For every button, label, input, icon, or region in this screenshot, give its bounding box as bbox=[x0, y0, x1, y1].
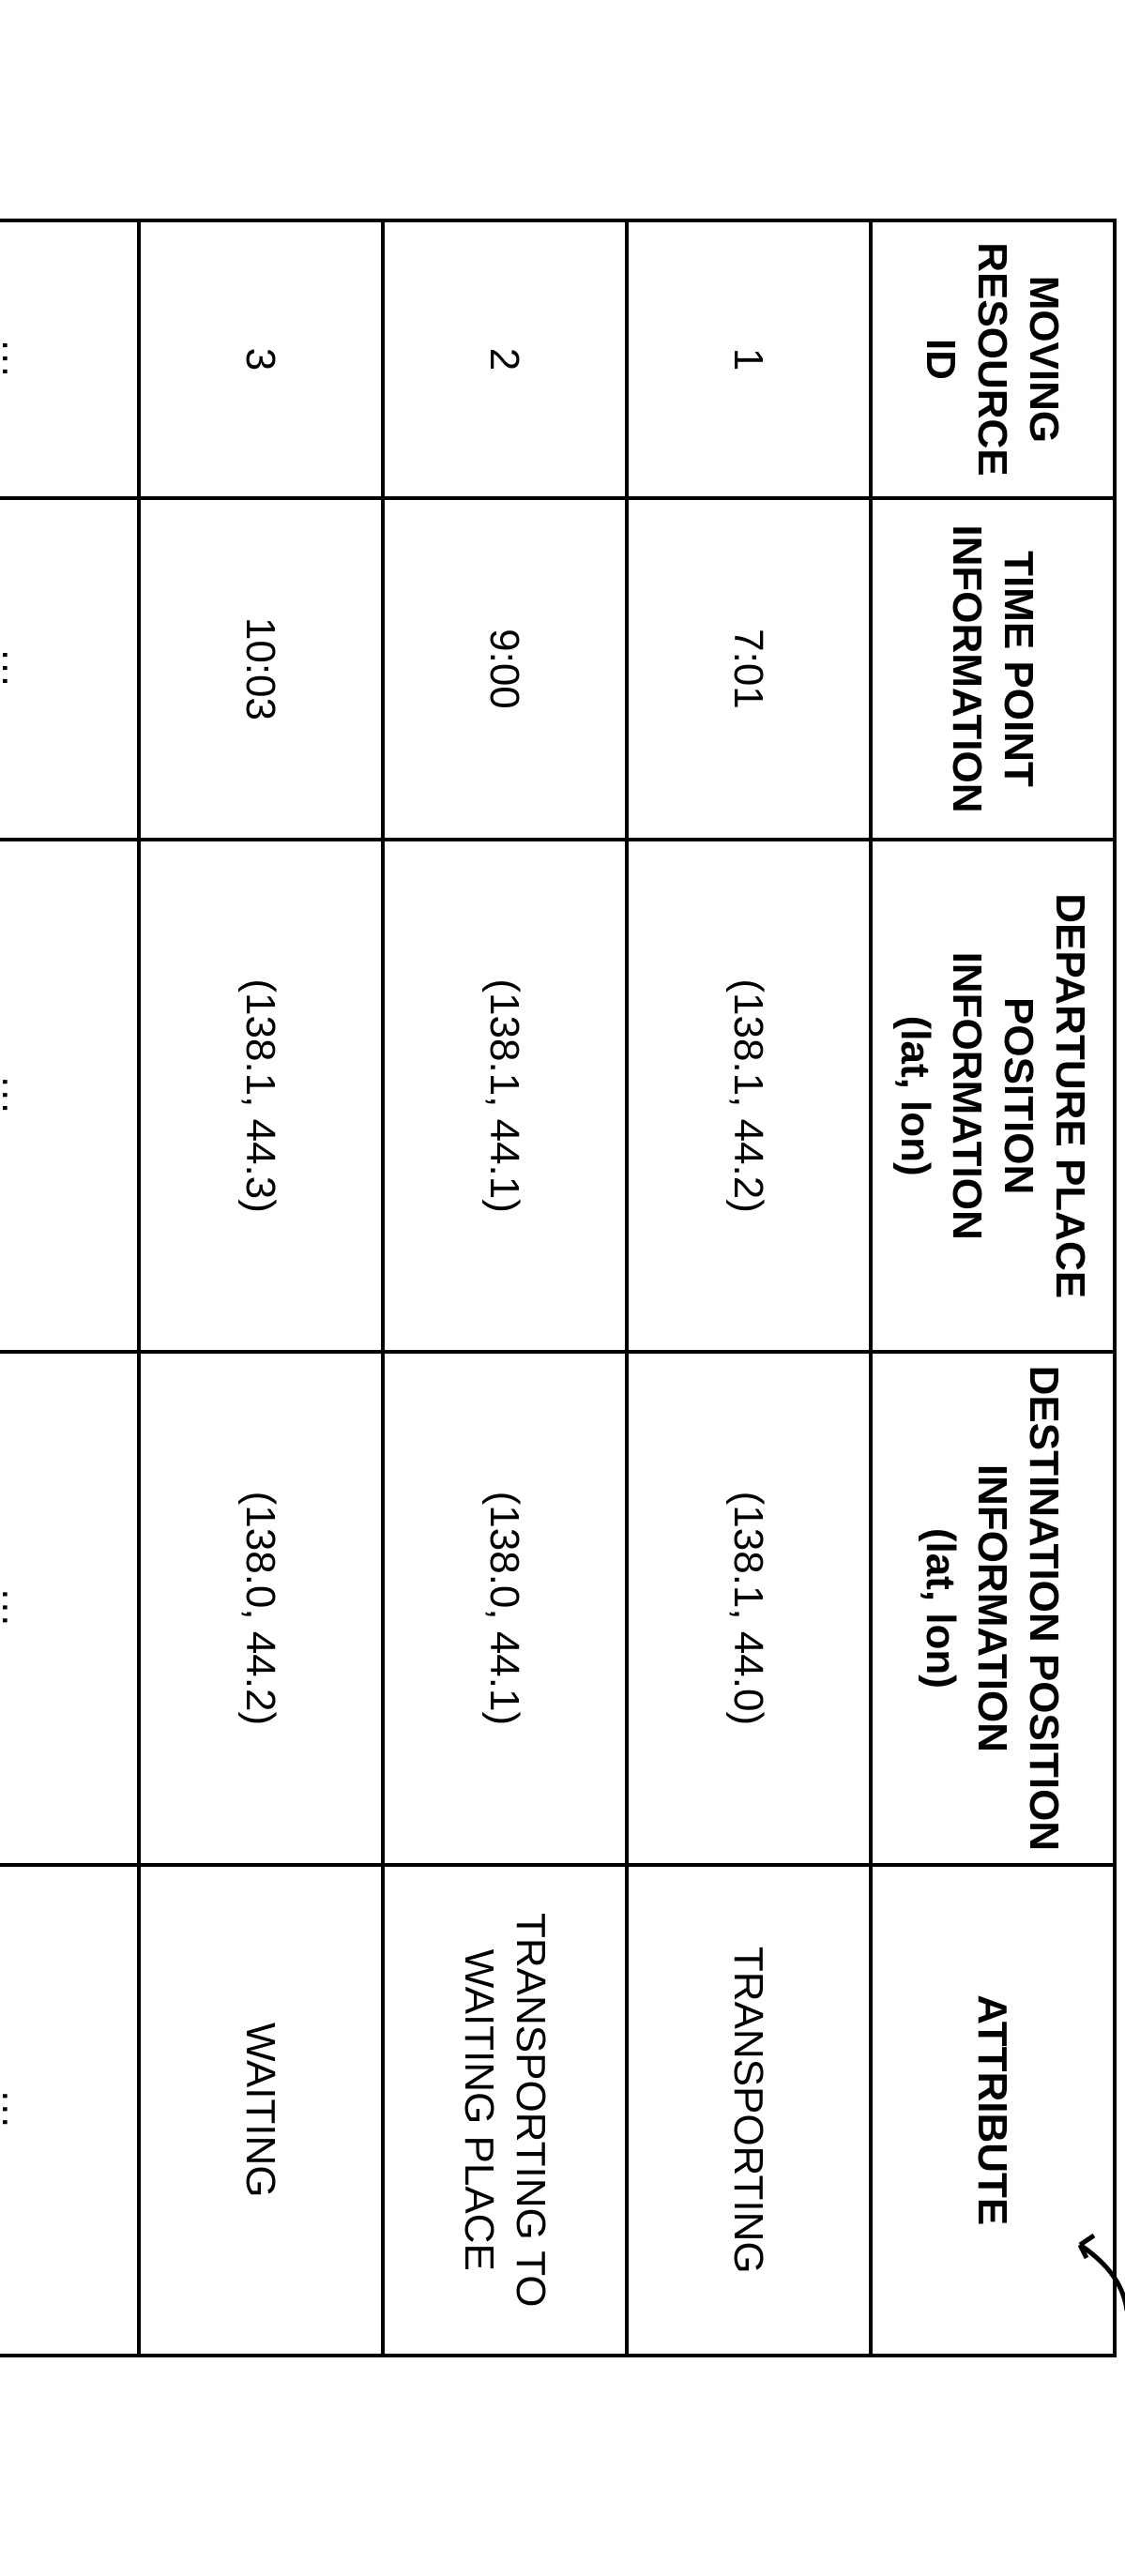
header-text: INFORMATION bbox=[941, 509, 993, 828]
col-header-moving-resource-id: MOVING RESOURCE ID bbox=[871, 220, 1115, 498]
header-text: (lat, lon) bbox=[889, 851, 941, 1341]
table-row: 3 10:03 (138.1, 44.3) (138.0, 44.2) WAIT… bbox=[139, 220, 383, 2356]
header-text: INFORMATION bbox=[966, 1363, 1018, 1853]
attr-text: TRANSPORTING TO bbox=[505, 1876, 556, 2345]
table-area: 420 421 422 423 424 bbox=[0, 219, 1117, 2357]
header-text: POSITION INFORMATION bbox=[941, 851, 1044, 1341]
resource-table: MOVING RESOURCE ID TIME POINT INFORMATIO… bbox=[0, 219, 1117, 2357]
table-header-row: MOVING RESOURCE ID TIME POINT INFORMATIO… bbox=[871, 220, 1115, 2356]
cell-time: 7:01 bbox=[627, 498, 871, 840]
header-text: ID bbox=[915, 232, 966, 487]
main-reference-arrow: 420 bbox=[1066, 2198, 1125, 2329]
attr-text: WAITING PLACE bbox=[453, 1876, 505, 2345]
cell-time: 10:03 bbox=[139, 498, 383, 840]
cell-departure: (138.1, 44.1) bbox=[383, 840, 627, 1352]
cell-destination: (138.0, 44.1) bbox=[383, 1352, 627, 1864]
header-text: ATTRIBUTE bbox=[966, 1876, 1018, 2345]
cell-ellipsis: … bbox=[0, 1352, 139, 1864]
header-text: RESOURCE bbox=[966, 232, 1018, 487]
cell-destination: (138.0, 44.2) bbox=[139, 1352, 383, 1864]
cell-id: 2 bbox=[383, 220, 627, 498]
cell-departure: (138.1, 44.3) bbox=[139, 840, 383, 1352]
table-row: 2 9:00 (138.1, 44.1) (138.0, 44.1) TRANS… bbox=[383, 220, 627, 2356]
figure-3: FIG. 3 420 421 422 423 bbox=[0, 162, 1125, 2414]
cell-attribute: TRANSPORTING TO WAITING PLACE bbox=[383, 1865, 627, 2356]
header-text: TIME POINT bbox=[993, 509, 1044, 828]
cell-ellipsis: … bbox=[0, 1865, 139, 2356]
cell-destination: (138.1, 44.0) bbox=[627, 1352, 871, 1864]
table-row-ellipsis: … … … … … bbox=[0, 220, 139, 2356]
header-text: DEPARTURE PLACE bbox=[1044, 851, 1096, 1341]
cell-attribute: WAITING bbox=[139, 1865, 383, 2356]
attr-text: TRANSPORTING bbox=[725, 1947, 771, 2274]
header-text: (lat, lon) bbox=[915, 1363, 966, 1853]
cell-attribute: TRANSPORTING bbox=[627, 1865, 871, 2356]
attr-text: WAITING bbox=[237, 2023, 283, 2198]
cell-time: 9:00 bbox=[383, 498, 627, 840]
header-text: DESTINATION POSITION bbox=[1018, 1363, 1070, 1853]
col-header-time-point: TIME POINT INFORMATION bbox=[871, 498, 1115, 840]
curved-arrow-icon bbox=[1066, 2226, 1125, 2329]
cell-ellipsis: … bbox=[0, 840, 139, 1352]
col-header-destination: DESTINATION POSITION INFORMATION (lat, l… bbox=[871, 1352, 1115, 1864]
table-row: 1 7:01 (138.1, 44.2) (138.1, 44.0) TRANS… bbox=[627, 220, 871, 2356]
cell-ellipsis: … bbox=[0, 220, 139, 498]
cell-id: 1 bbox=[627, 220, 871, 498]
col-header-departure: DEPARTURE PLACE POSITION INFORMATION (la… bbox=[871, 840, 1115, 1352]
cell-ellipsis: … bbox=[0, 498, 139, 840]
cell-id: 3 bbox=[139, 220, 383, 498]
cell-departure: (138.1, 44.2) bbox=[627, 840, 871, 1352]
header-text: MOVING bbox=[1018, 232, 1070, 487]
